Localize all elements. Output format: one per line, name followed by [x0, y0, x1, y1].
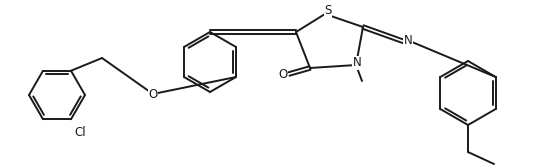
- Text: S: S: [324, 5, 332, 17]
- Text: N: N: [404, 33, 413, 47]
- Text: O: O: [279, 68, 287, 80]
- Text: N: N: [353, 56, 361, 70]
- Text: O: O: [148, 88, 157, 100]
- Text: Cl: Cl: [74, 126, 86, 139]
